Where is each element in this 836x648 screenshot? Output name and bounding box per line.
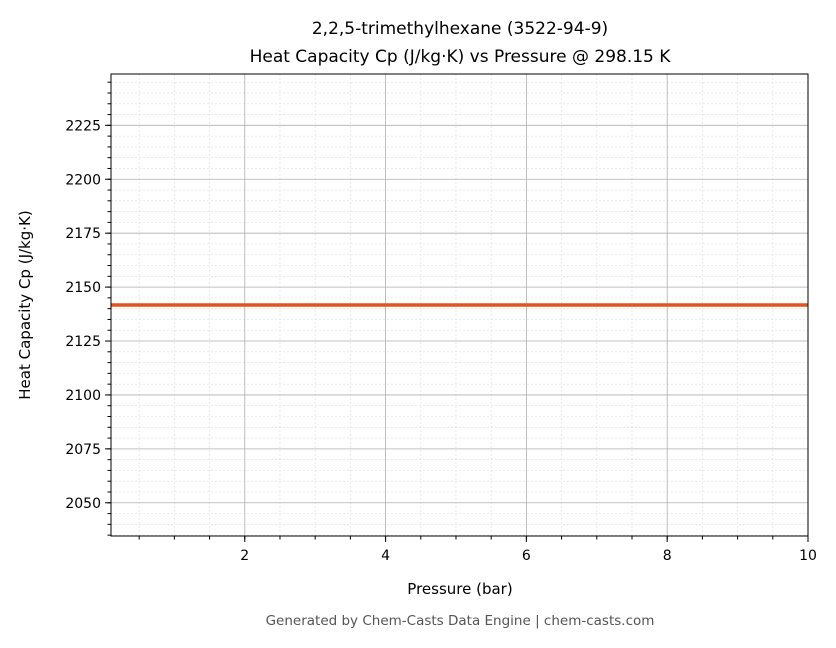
footer-credit: Generated by Chem-Casts Data Engine | ch… — [266, 613, 655, 629]
x-tick-label: 2 — [240, 548, 249, 564]
chart-subtitle: Heat Capacity Cp (J/kg·K) vs Pressure @ … — [250, 47, 672, 67]
plot-frame — [110, 73, 809, 537]
x-tick-label: 6 — [522, 548, 531, 564]
y-tick-label: 2200 — [65, 172, 101, 188]
y-axis-label: Heat Capacity Cp (J/kg·K) — [16, 210, 34, 399]
y-tick-label: 2150 — [65, 280, 101, 296]
x-axis-label: Pressure (bar) — [407, 580, 512, 598]
y-tick-label: 2125 — [65, 334, 101, 350]
ticks: 2 4 6 8 10 2050 2075 2100 2125 2150 2175 2200 2225 — [65, 81, 817, 564]
y-tick-label: 2175 — [65, 226, 101, 242]
y-tick-label: 2050 — [65, 496, 101, 512]
y-tick-label: 2225 — [65, 118, 101, 134]
x-tick-label: 4 — [381, 548, 390, 564]
y-tick-label: 2075 — [65, 442, 101, 458]
x-tick-label: 10 — [799, 548, 817, 564]
y-tick-label: 2100 — [65, 388, 101, 404]
x-tick-label: 8 — [663, 548, 672, 564]
chart-title: 2,2,5-trimethylhexane (3522-94-9) — [312, 19, 608, 39]
